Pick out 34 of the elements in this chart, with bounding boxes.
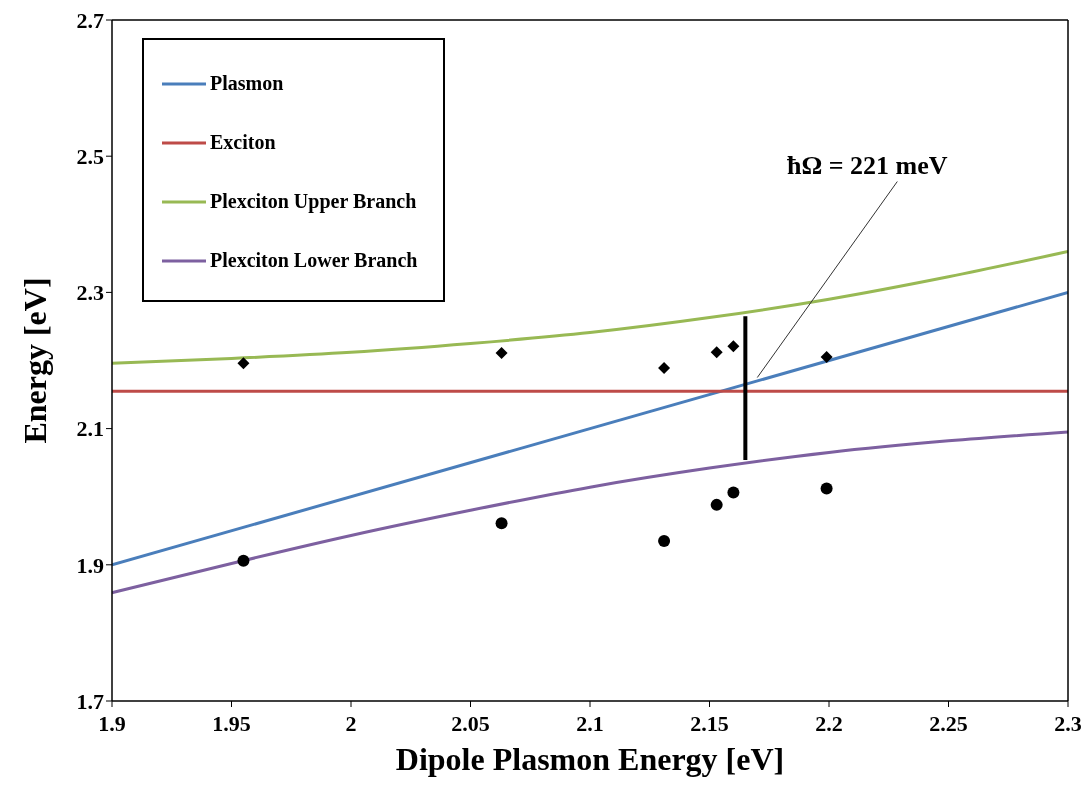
annotation: ħΩ = 221 meV xyxy=(787,150,948,180)
point xyxy=(237,554,250,567)
y-tick-label: 2.3 xyxy=(76,280,104,306)
point xyxy=(820,482,833,495)
point xyxy=(710,498,723,511)
y-tick-label: 2.5 xyxy=(76,144,104,170)
x-tick-label: 2.15 xyxy=(690,710,729,736)
legend-label: Plexciton Lower Branch xyxy=(210,249,418,272)
y-tick-label: 2.7 xyxy=(76,7,104,33)
y-axis-title: Energy [eV] xyxy=(17,277,53,444)
x-tick-label: 2.3 xyxy=(1054,710,1082,736)
point xyxy=(658,361,671,374)
x-tick-label: 1.95 xyxy=(212,710,251,736)
line-series xyxy=(112,430,1068,595)
point xyxy=(727,340,740,353)
point xyxy=(237,357,250,370)
x-tick-label: 2.25 xyxy=(929,710,968,736)
point xyxy=(658,534,671,547)
point xyxy=(820,351,833,364)
point xyxy=(495,347,508,360)
y-tick-label: 2.1 xyxy=(76,416,104,442)
point xyxy=(710,346,723,359)
point xyxy=(727,486,740,499)
x-axis-title: Dipole Plasmon Energy [eV] xyxy=(395,741,785,777)
legend-label: Exciton xyxy=(210,131,276,154)
x-tick-label: 2.1 xyxy=(576,710,604,736)
x-tick-label: 2.05 xyxy=(451,710,490,736)
point xyxy=(495,517,508,530)
line-series xyxy=(112,250,1068,365)
legend-label: Plexciton Upper Branch xyxy=(210,190,417,213)
legend-label: Plasmon xyxy=(210,72,284,95)
x-tick-label: 2.2 xyxy=(815,710,843,736)
x-tick-label: 2 xyxy=(345,710,357,736)
y-tick-label: 1.9 xyxy=(76,552,104,578)
